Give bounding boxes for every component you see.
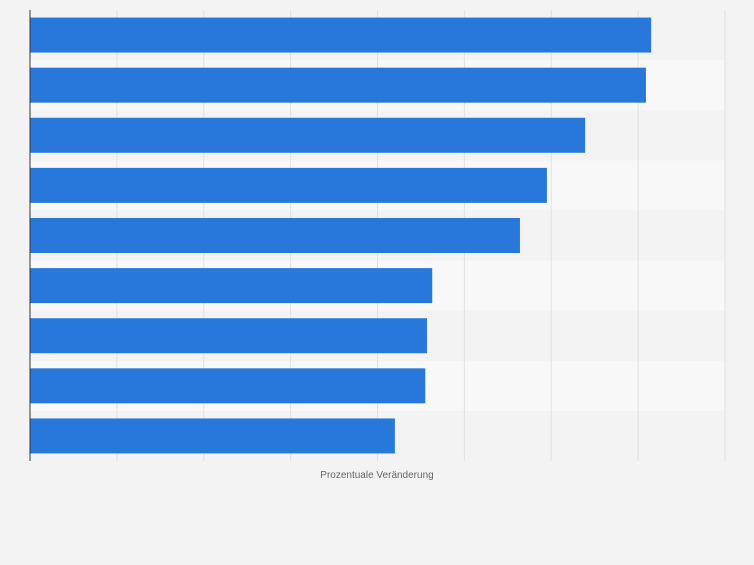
x-axis-title: Prozentuale Veränderung	[320, 470, 433, 481]
bar	[30, 318, 428, 354]
bar	[30, 368, 426, 404]
bar	[30, 268, 433, 304]
bar	[30, 117, 586, 153]
bars	[30, 17, 652, 454]
bar	[30, 17, 652, 53]
bar	[30, 218, 520, 253]
bar	[30, 67, 646, 103]
bar	[30, 167, 547, 203]
bar	[30, 418, 395, 454]
